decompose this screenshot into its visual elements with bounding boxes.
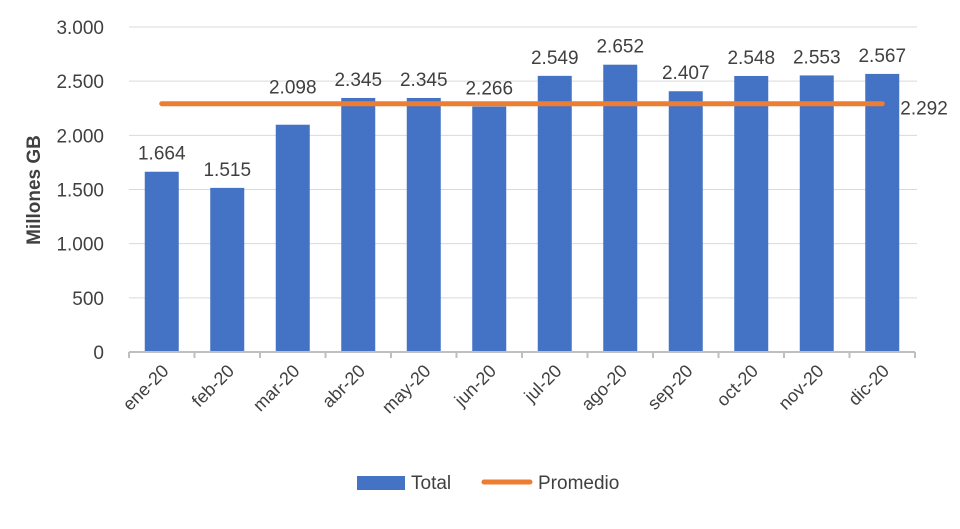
- legend-label-promedio: Promedio: [538, 473, 619, 494]
- x-tick-label: dic-20: [844, 361, 893, 410]
- y-tick-label: 2.500: [56, 72, 104, 93]
- data-label-oct-20: 2.548: [727, 48, 775, 69]
- y-tick-label: 500: [72, 289, 104, 310]
- y-tick-label: 1.000: [56, 235, 104, 256]
- bar-ago-20: [603, 64, 638, 352]
- x-axis: ene-20 feb-20 mar-20 abr-20 may-20 jun-20 jul-…: [119, 351, 916, 418]
- bar-jul-20: [537, 75, 572, 352]
- legend-label-total: Total: [411, 473, 451, 494]
- bar-dic-20: [865, 73, 900, 353]
- data-label-dic-20: 2.567: [858, 46, 906, 67]
- data-label-abr-20: 2.345: [334, 70, 382, 91]
- legend-swatch-total: [357, 476, 405, 490]
- data-label-jul-20: 2.549: [531, 48, 579, 69]
- legend: Total Promedio: [357, 473, 619, 494]
- data-label-jun-20: 2.266: [465, 79, 513, 100]
- data-labels: 1.664 1.515 2.098 2.345 2.345 2.266 2.549 2.652…: [138, 37, 906, 181]
- x-tick-label: nov-20: [775, 361, 828, 414]
- x-tick-label: abr-20: [318, 361, 369, 412]
- data-label-may-20: 2.345: [400, 70, 448, 91]
- x-tick-label: mar-20: [249, 361, 303, 415]
- x-tick-label: jun-20: [450, 361, 500, 411]
- y-tick-label: 0: [93, 343, 104, 364]
- x-tick-label: may-20: [378, 361, 435, 418]
- data-label-ene-20: 1.664: [138, 144, 186, 165]
- bar-oct-20: [734, 75, 769, 352]
- gridlines: 0 500 1.000 1.500 2.000 2.500 3.000: [56, 18, 917, 364]
- average-line-group: 2.292: [159, 99, 948, 120]
- y-tick-label: 2.000: [56, 126, 104, 147]
- bar-sep-20: [668, 91, 703, 352]
- bar-mar-20: [275, 124, 310, 352]
- y-tick-label: 1.500: [56, 181, 104, 202]
- x-tick-label: jul-20: [520, 361, 566, 407]
- x-tick-label: feb-20: [188, 361, 238, 411]
- bar-abr-20: [341, 97, 376, 352]
- data-label-mar-20: 2.098: [269, 78, 317, 99]
- x-tick-label: sep-20: [644, 361, 697, 414]
- data-label-ago-20: 2.652: [596, 37, 644, 58]
- bar-feb-20: [210, 187, 245, 352]
- data-label-feb-20: 1.515: [203, 160, 251, 181]
- bar-ene-20: [144, 171, 179, 352]
- y-axis-title: Millones GB: [24, 135, 45, 245]
- bar-nov-20: [799, 75, 834, 353]
- y-tick-label: 3.000: [56, 18, 104, 39]
- data-label-nov-20: 2.553: [793, 47, 841, 68]
- x-tick-label: ago-20: [577, 361, 631, 415]
- average-label: 2.292: [900, 99, 948, 120]
- bar-jun-20: [472, 106, 507, 353]
- bar-may-20: [406, 97, 441, 352]
- bars: [144, 64, 900, 353]
- x-tick-label: oct-20: [713, 361, 763, 411]
- x-tick-label: ene-20: [119, 361, 173, 415]
- data-label-sep-20: 2.407: [662, 63, 710, 84]
